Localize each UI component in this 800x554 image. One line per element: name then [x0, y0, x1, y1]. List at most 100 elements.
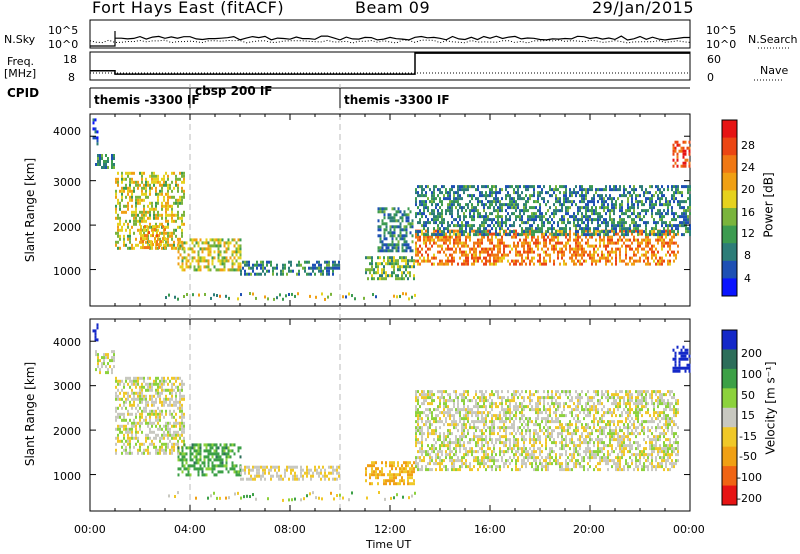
- power-cell: [146, 237, 148, 241]
- velocity-cell: [459, 468, 461, 472]
- power-cell: [607, 197, 609, 201]
- power-cell: [449, 235, 451, 239]
- power-cell: [157, 174, 159, 178]
- velocity-cell: [479, 447, 481, 451]
- power-cell: [569, 232, 571, 236]
- power-cell: [451, 215, 453, 219]
- power-cell: [593, 250, 595, 254]
- power-cell: [613, 221, 615, 225]
- power-cell: [385, 274, 387, 278]
- power-cell: [227, 247, 230, 251]
- velocity-cell: [153, 430, 155, 434]
- power-cell: [449, 253, 451, 257]
- velocity-cell: [231, 464, 234, 468]
- power-cell: [621, 221, 623, 225]
- power-cell: [679, 224, 681, 228]
- power-cell: [397, 234, 400, 238]
- power-cell: [639, 232, 641, 236]
- velocity-cell: [165, 424, 167, 428]
- velocity-cell: [256, 468, 258, 472]
- power-cell: [469, 230, 471, 234]
- power-cell: [152, 228, 154, 232]
- power-cell: [599, 259, 601, 263]
- power-cell: [175, 219, 177, 223]
- power-cell: [477, 256, 479, 260]
- power-cell: [237, 256, 240, 260]
- power-cell: [417, 230, 419, 234]
- velocity-cell: [141, 382, 143, 386]
- power-cell: [627, 206, 629, 210]
- power-cell: [475, 247, 477, 251]
- power-cell: [595, 206, 597, 210]
- power-cell: [417, 221, 419, 225]
- power-cell: [421, 224, 423, 228]
- power-cell: [489, 241, 491, 245]
- velocity-cell: [451, 456, 453, 460]
- velocity-cell: [203, 455, 206, 459]
- power-cell: [441, 203, 443, 207]
- velocity-cell: [161, 400, 163, 404]
- velocity-cell: [177, 449, 180, 453]
- power-cell: [150, 240, 152, 244]
- power-cell: [489, 200, 491, 204]
- velocity-cell: [481, 444, 483, 448]
- velocity-cell: [371, 461, 373, 465]
- power-cell: [523, 185, 525, 189]
- power-cell: [676, 152, 679, 156]
- power-cell: [127, 189, 129, 193]
- power-cell: [563, 233, 565, 237]
- velocity-cell: [483, 402, 485, 406]
- power-cell: [383, 265, 385, 269]
- power-cell: [617, 238, 619, 242]
- power-cell: [581, 191, 583, 195]
- power-cell: [381, 219, 384, 223]
- velocity-cell: [443, 444, 445, 448]
- velocity-cell: [334, 468, 336, 472]
- velocity-cell: [465, 447, 467, 451]
- velocity-cell: [169, 427, 171, 431]
- power-cell: [509, 230, 511, 234]
- velocity-cell: [131, 427, 133, 431]
- power-cell: [419, 194, 421, 198]
- power-cell: [409, 246, 412, 250]
- power-cell: [581, 212, 583, 216]
- power-cell: [595, 212, 597, 216]
- power-cell: [583, 253, 585, 257]
- velocity-cell: [435, 408, 437, 412]
- velocity-cell: [175, 418, 177, 422]
- velocity-cell: [415, 396, 417, 400]
- power-cell: [453, 197, 455, 201]
- power-cell: [661, 244, 663, 248]
- velocity-cell: [244, 468, 246, 472]
- power-cell: [575, 250, 577, 254]
- velocity-cell: [449, 438, 451, 442]
- power-cell: [563, 185, 565, 189]
- power-cell: [129, 171, 131, 175]
- power-cell: [575, 238, 577, 242]
- power-cell: [509, 244, 511, 248]
- power-cell: [169, 204, 171, 208]
- velocity-cell: [477, 402, 479, 406]
- velocity-cell: [165, 379, 167, 383]
- power-cell: [593, 197, 595, 201]
- velocity-cell: [169, 400, 171, 404]
- power-cell: [431, 197, 433, 201]
- power-cell: [619, 203, 621, 207]
- power-cell: [205, 259, 208, 263]
- velocity-cell: [479, 399, 481, 403]
- power-cell: [425, 241, 427, 245]
- power-cell: [159, 222, 161, 226]
- power-cell: [589, 244, 591, 248]
- power-cell: [383, 249, 386, 253]
- power-cell: [543, 259, 545, 263]
- velocity-cell: [485, 396, 487, 400]
- power-cell: [177, 297, 179, 301]
- power-cell: [521, 215, 523, 219]
- velocity-cell: [491, 423, 493, 427]
- velocity-cell: [183, 427, 185, 431]
- power-cell: [688, 161, 691, 165]
- power-cell: [156, 225, 158, 229]
- power-cell: [521, 262, 523, 266]
- power-cell: [509, 194, 511, 198]
- velocity-cell: [117, 406, 119, 410]
